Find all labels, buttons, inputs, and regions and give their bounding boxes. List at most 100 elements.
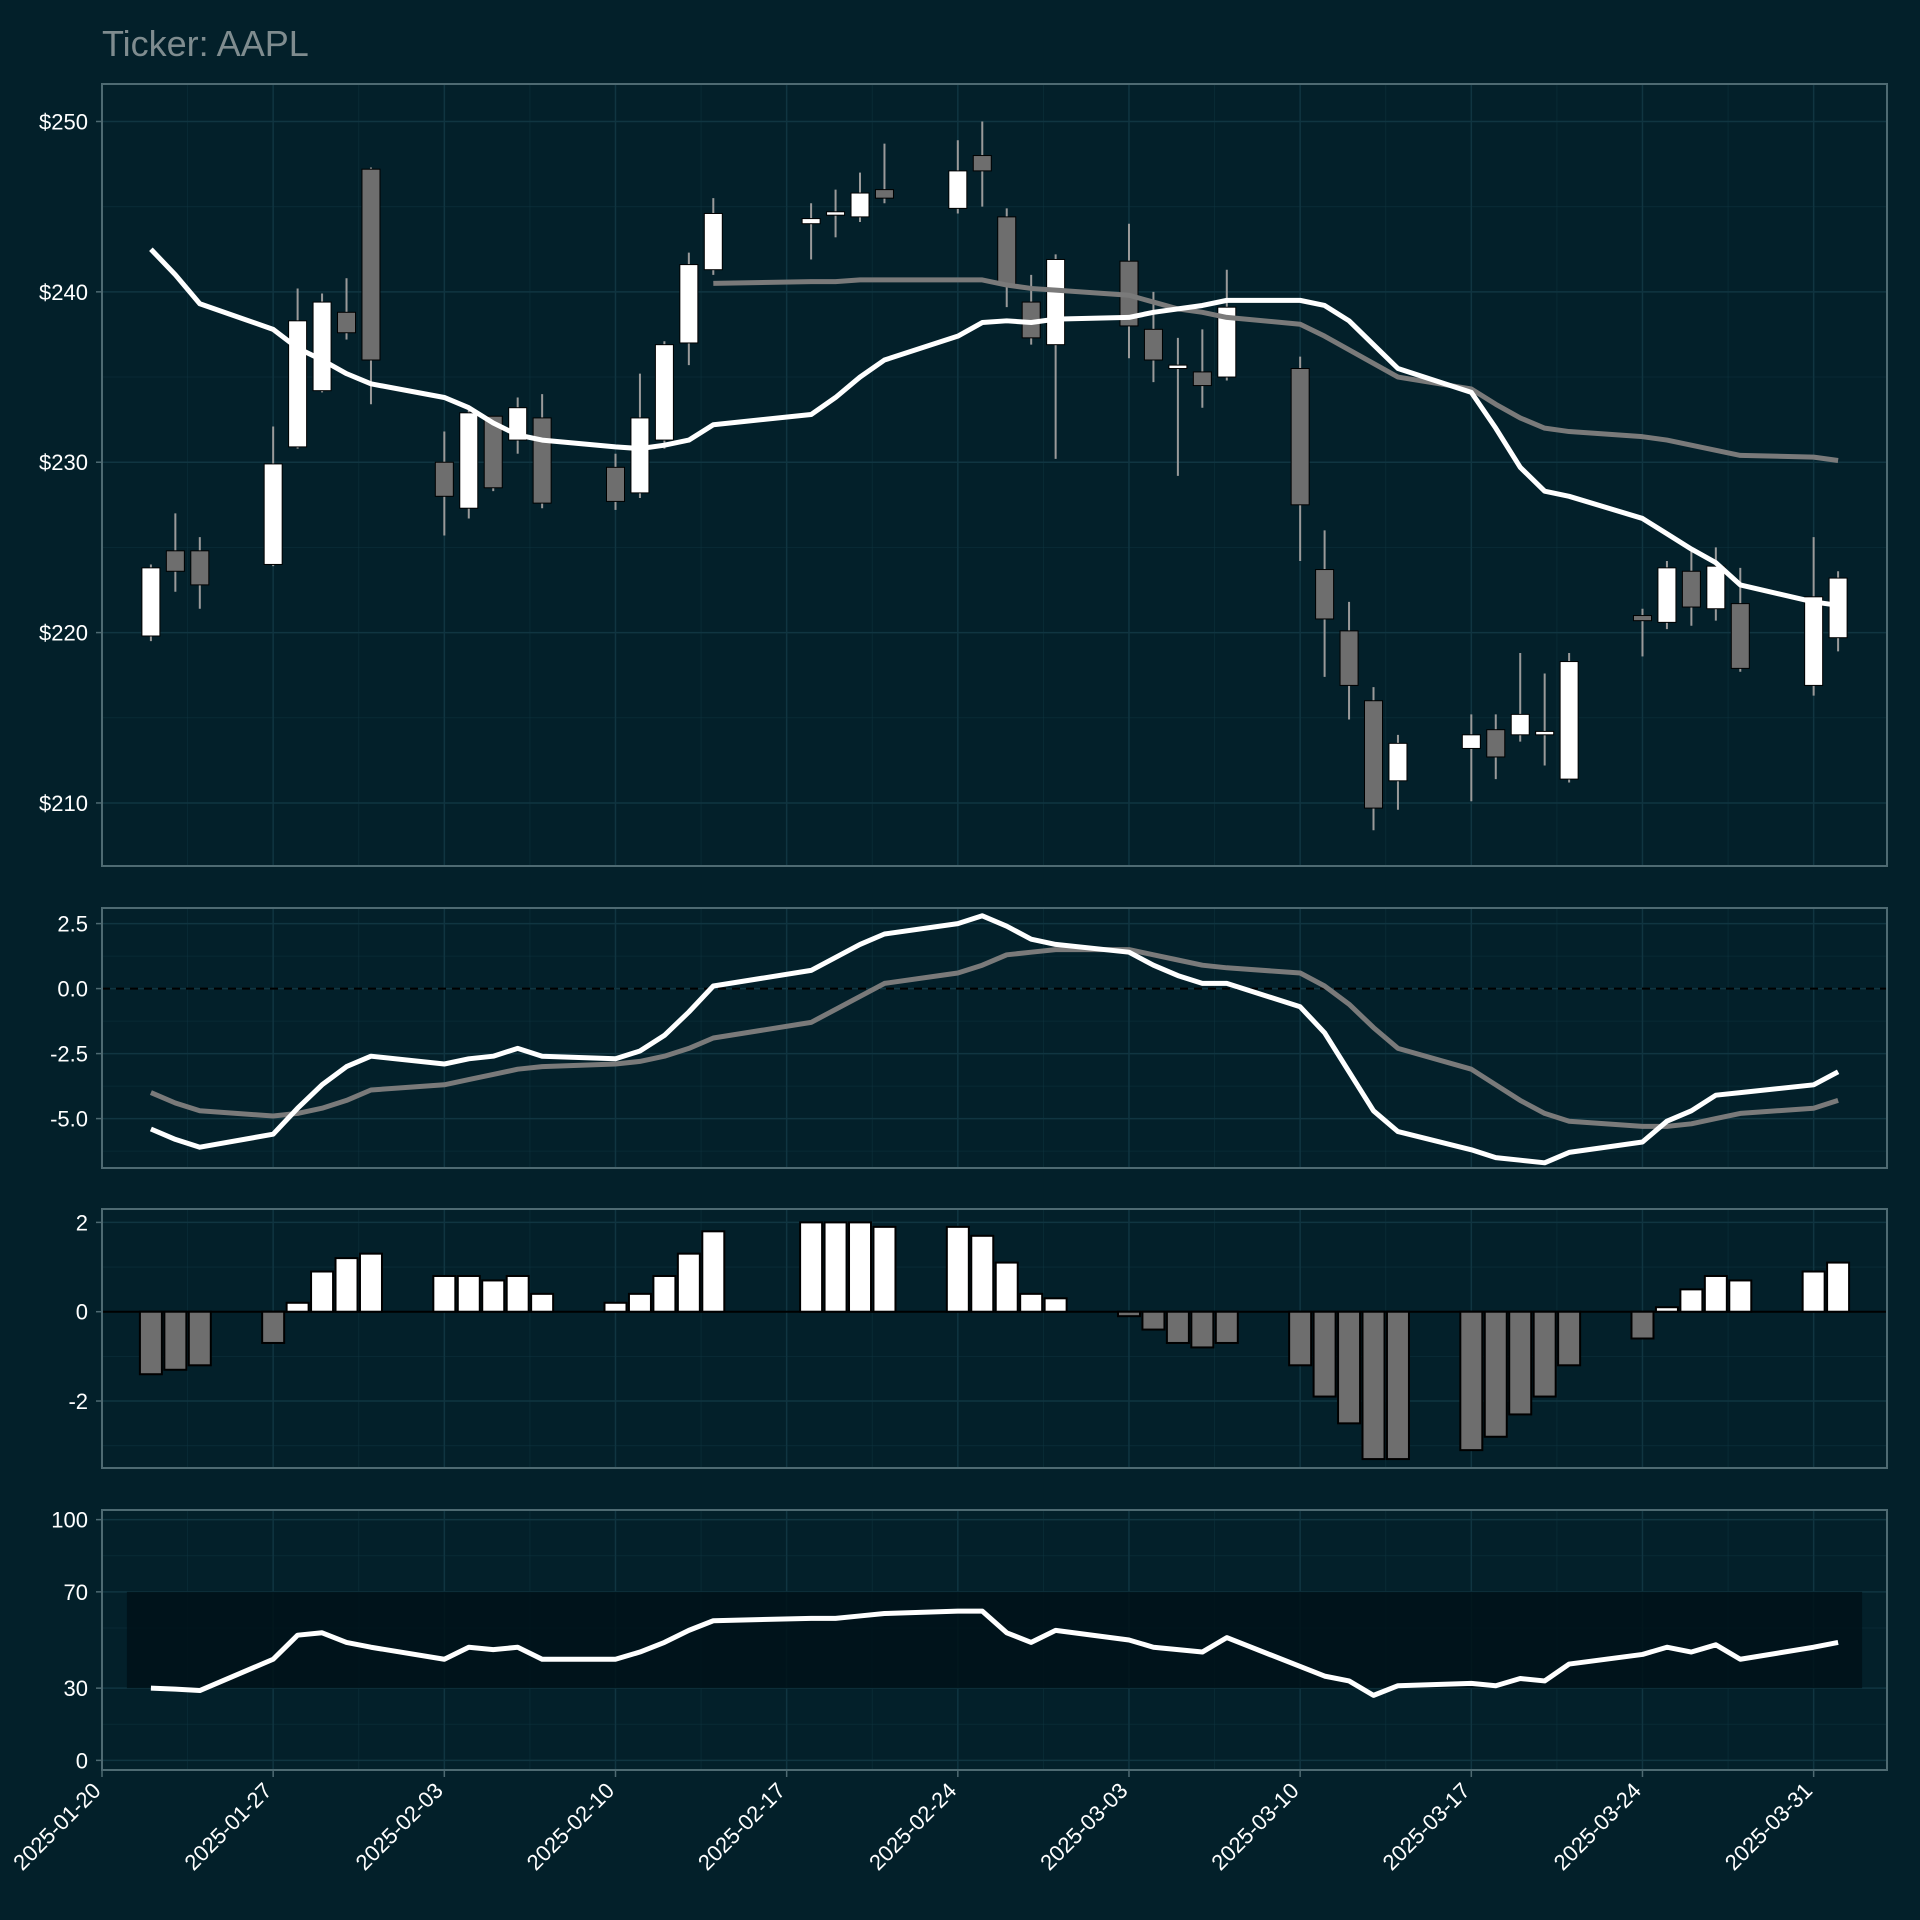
histogram-bar [1654,1306,1679,1313]
macd-ytick-label: 0.0 [57,977,88,1002]
candle-body [1339,630,1359,686]
histogram-panel: 2 0 -2 [68,1209,1887,1468]
candle-body [1730,603,1750,669]
candle-body [1632,615,1652,622]
candle-body [483,415,503,489]
macd-panel: 2.5 0.0 -2.5 -5.0 [50,908,1887,1168]
histogram-bar [603,1301,628,1313]
histogram-bar [799,1221,824,1313]
histogram-bar [701,1230,726,1313]
candle-body [312,301,332,392]
candle-body [1217,306,1237,378]
candle-body [361,168,381,361]
macd-signal-line [149,947,1839,1129]
histogram-bar [1728,1279,1753,1313]
x-tick-label: 2025-03-03 [1035,1778,1132,1875]
rsi-line [150,1608,1839,1698]
histogram-bar [848,1221,873,1313]
candle-body [605,466,625,502]
candle-body [165,550,185,572]
histogram-bar [676,1252,701,1313]
price-ytick-label: $220 [39,621,88,646]
candle-body [141,567,161,637]
histogram-bar [1459,1310,1484,1452]
candle-body [1559,661,1579,780]
histogram-bar [872,1225,897,1313]
candle-body [1706,565,1726,610]
histogram-bar [1190,1310,1215,1349]
candle-body [1168,364,1188,370]
candle-body [997,216,1017,286]
histogram-bar [1337,1310,1362,1425]
candle-body [1681,570,1701,608]
rsi-ytick-label: 0 [76,1748,88,1773]
rsi-ytick-label: 100 [51,1508,88,1533]
histogram-bar [505,1274,530,1313]
candle-body [874,189,894,199]
price-ytick-label: $210 [39,791,88,816]
x-tick-label: 2025-02-10 [522,1778,619,1875]
candle-body [1535,730,1555,736]
histogram-bar [1557,1310,1582,1367]
histogram-bar [1361,1310,1386,1461]
histogram-bar [970,1234,995,1313]
histogram-bar [456,1274,481,1313]
histogram-bar [1483,1310,1508,1438]
histogram-bar [310,1270,335,1313]
macd-panel-border [101,907,1888,1169]
histogram-bar [261,1310,286,1344]
histogram-ytick-label: 0 [76,1300,88,1325]
chart-title: Ticker: AAPL [102,23,309,64]
candle-body [1828,577,1848,639]
candle-body [1192,371,1212,387]
candle-body [434,461,454,497]
candle-body [630,417,650,494]
price-ytick-label: $250 [39,109,88,134]
candle-body [1143,328,1163,361]
candle-body [1388,742,1408,782]
histogram-ytick-label: 2 [76,1210,88,1235]
candle-body [190,550,210,586]
histogram-bar [1532,1310,1557,1398]
histogram-bar [1141,1310,1166,1331]
histogram-bar [1385,1310,1410,1461]
candle-body [679,264,699,344]
histogram-bar [1703,1274,1728,1313]
candle-body [654,344,674,441]
macd-ytick-label: 2.5 [57,912,88,937]
histogram-bar [1019,1292,1044,1313]
candle-body [1046,258,1066,346]
histogram-bar [530,1292,555,1313]
candle-body [1486,729,1506,758]
histogram-bar [163,1310,188,1371]
histogram-bar [1630,1310,1655,1340]
histogram-bar [138,1310,163,1376]
candle-body [1510,713,1530,736]
x-axis: 2025-01-20 2025-01-27 2025-02-03 2025-02-10… [8,1770,1817,1875]
histogram-bar [945,1225,970,1313]
histogram-bar [1826,1261,1851,1313]
candle-body [1461,734,1481,749]
histogram-ytick-label: -2 [68,1389,88,1414]
candle-body [1290,368,1310,506]
candle-body [1315,569,1335,620]
macd-ytick-label: -5.0 [50,1107,88,1132]
histogram-bar [1043,1297,1068,1313]
candle-body [826,211,846,216]
candle-body [1657,567,1677,623]
candle-body [850,192,870,218]
histogram-bar [823,1221,848,1313]
x-tick-label: 2025-01-27 [179,1778,276,1875]
histogram-bar [1116,1310,1141,1318]
rsi-band [126,1591,1863,1689]
x-tick-label: 2025-03-31 [1720,1778,1817,1875]
x-tick-label: 2025-02-24 [864,1778,961,1875]
histogram-bar [481,1279,506,1313]
histogram-bar [652,1274,677,1313]
rsi-ytick-label: 70 [64,1580,88,1605]
histogram-bar [994,1261,1019,1313]
candle-body [948,170,968,209]
x-tick-label: 2025-01-20 [8,1778,105,1875]
candle-body [532,417,552,504]
x-tick-label: 2025-03-24 [1549,1778,1646,1875]
